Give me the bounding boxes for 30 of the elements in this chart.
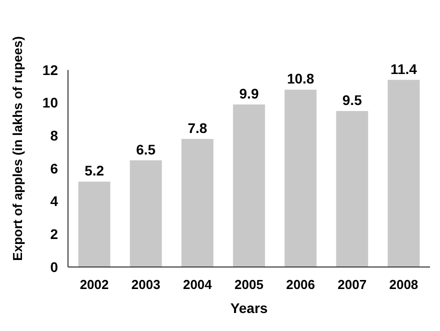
bar	[130, 160, 162, 267]
x-tick-label: 2008	[389, 277, 418, 292]
data-label: 6.5	[136, 141, 156, 158]
x-tick-label: 2006	[286, 277, 316, 292]
data-label: 9.9	[239, 85, 259, 102]
y-tick-label: 2	[50, 226, 58, 242]
x-tick-label: 2005	[234, 277, 264, 292]
x-axis-title: Years	[230, 300, 268, 316]
bar	[336, 111, 368, 267]
bar	[181, 138, 214, 267]
data-label: 7.8	[188, 120, 208, 136]
y-tick-label: 10	[42, 94, 58, 111]
y-tick-label: 12	[42, 62, 58, 78]
y-tick-label: 8	[50, 128, 58, 144]
y-axis-title: Export of apples (in lakhs of rupees)	[10, 36, 25, 261]
x-tick-label: 2002	[80, 277, 109, 292]
bar	[388, 80, 420, 267]
bar	[284, 90, 317, 267]
data-label: 11.4	[390, 60, 418, 77]
bar	[78, 182, 110, 267]
data-label: 10.8	[286, 70, 314, 87]
y-tick-label: 6	[50, 160, 58, 176]
data-label: 9.5	[342, 92, 362, 108]
x-tick-label: 2007	[338, 277, 367, 292]
y-tick-label: 0	[50, 258, 58, 275]
y-tick-label: 4	[50, 193, 58, 210]
data-label: 5.2	[84, 162, 104, 179]
bar	[233, 104, 265, 267]
x-tick-label: 2003	[131, 277, 160, 292]
x-tick-label: 2004	[182, 277, 213, 292]
